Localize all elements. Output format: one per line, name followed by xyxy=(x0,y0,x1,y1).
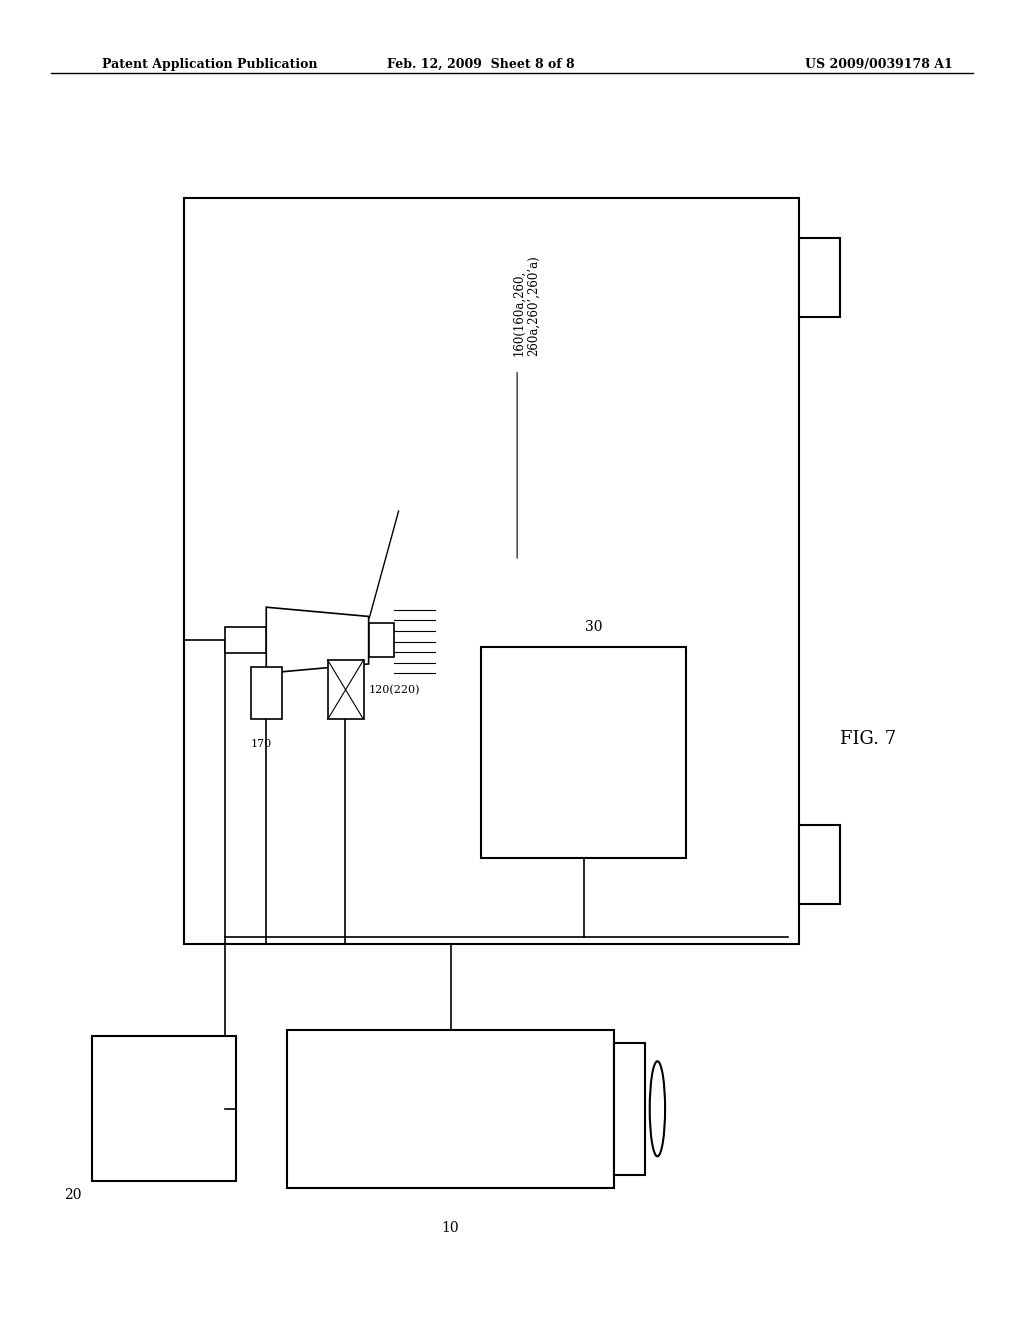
Bar xyxy=(225,627,266,653)
Bar xyxy=(481,647,686,858)
Ellipse shape xyxy=(650,1061,666,1156)
Bar xyxy=(251,667,282,719)
Text: 120(220): 120(220) xyxy=(369,685,420,694)
Bar xyxy=(328,660,364,719)
Text: Feb. 12, 2009  Sheet 8 of 8: Feb. 12, 2009 Sheet 8 of 8 xyxy=(387,58,575,71)
Bar xyxy=(287,1030,614,1188)
Text: 30: 30 xyxy=(585,619,603,634)
Text: FIG. 7: FIG. 7 xyxy=(840,730,896,748)
Polygon shape xyxy=(266,607,369,673)
Bar xyxy=(799,238,840,317)
Bar xyxy=(614,1043,645,1175)
Bar xyxy=(184,198,799,944)
Text: Patent Application Publication: Patent Application Publication xyxy=(102,58,317,71)
Bar xyxy=(92,1036,236,1181)
Text: 10: 10 xyxy=(441,1221,460,1236)
Text: 160(160a,260,
260a,260’,260’a): 160(160a,260, 260a,260’,260’a) xyxy=(512,256,540,356)
Bar xyxy=(369,623,394,657)
Text: 170: 170 xyxy=(251,739,272,750)
Text: 20: 20 xyxy=(65,1188,82,1203)
Text: US 2009/0039178 A1: US 2009/0039178 A1 xyxy=(805,58,952,71)
Bar xyxy=(799,825,840,904)
